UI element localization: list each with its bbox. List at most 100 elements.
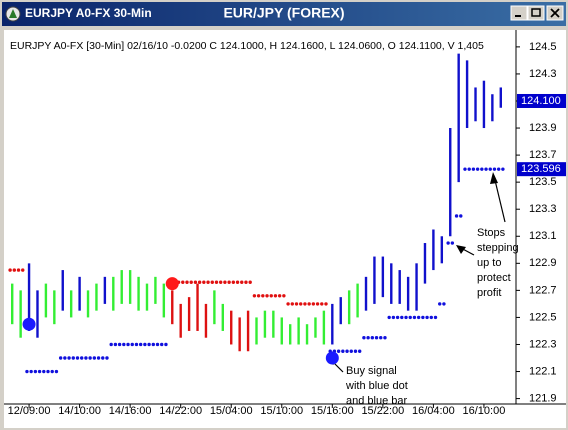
stop-dot xyxy=(294,302,299,306)
stop-dot xyxy=(282,294,286,298)
y-tick-label: 123.9 xyxy=(529,122,557,134)
stop-dot xyxy=(235,280,240,284)
stop-dot xyxy=(459,214,463,218)
stop-dot xyxy=(299,302,303,306)
maximize-icon xyxy=(531,8,541,17)
stop-dot xyxy=(484,167,488,171)
stops-arrowhead-2 xyxy=(456,245,466,254)
stop-dot xyxy=(290,302,295,306)
stop-dot xyxy=(408,315,412,320)
stops-arrow xyxy=(493,175,506,223)
stop-dot xyxy=(480,167,484,171)
y-tick-label: 122.9 xyxy=(529,257,557,269)
stop-dot xyxy=(450,241,455,245)
y-tick-label: 122.5 xyxy=(529,311,557,323)
stop-dot xyxy=(467,167,471,171)
stop-dot xyxy=(353,349,358,353)
stop-dot xyxy=(374,336,379,340)
stop-dot xyxy=(88,356,92,360)
plot-area xyxy=(4,30,516,404)
app-icon-glyph xyxy=(9,9,17,18)
y-tick-label: 122.7 xyxy=(529,284,557,296)
x-tick-label: 14/16:00 xyxy=(109,405,152,417)
stop-dot xyxy=(492,167,497,171)
stop-dot xyxy=(395,315,400,320)
stop-dot xyxy=(425,315,429,320)
chart-title: EUR/JPY (FOREX) xyxy=(223,5,344,21)
stop-dot xyxy=(8,268,12,272)
stop-dot xyxy=(240,280,244,284)
stop-dot xyxy=(383,336,387,340)
stop-dot xyxy=(25,369,29,374)
x-tick-label: 15/16:00 xyxy=(311,405,354,417)
stop-dot xyxy=(67,356,71,360)
stop-dot xyxy=(416,315,421,320)
stop-dot xyxy=(252,294,257,298)
stop-dot xyxy=(303,302,307,306)
stop-dot xyxy=(370,336,375,340)
signal-dot xyxy=(325,351,339,365)
stops-arrowhead xyxy=(490,172,498,184)
stop-dot xyxy=(446,241,450,245)
stop-dot xyxy=(463,167,467,171)
stop-dot xyxy=(113,342,118,347)
stop-dot xyxy=(109,342,113,347)
stops-annotation: up to xyxy=(477,257,501,269)
stop-dot xyxy=(58,356,63,360)
stop-dot xyxy=(501,167,505,171)
stop-dot xyxy=(256,294,261,298)
stop-dot xyxy=(324,302,328,306)
stop-dot xyxy=(117,342,122,347)
stop-dot xyxy=(101,356,105,360)
stop-dot xyxy=(261,294,265,298)
stop-dot xyxy=(433,315,438,320)
stop-dot xyxy=(488,167,492,171)
stop-dot xyxy=(421,315,425,320)
stop-dot xyxy=(404,315,408,320)
stop-dot xyxy=(164,342,168,347)
stop-dot xyxy=(311,302,316,306)
stop-dot xyxy=(21,268,25,272)
stop-dot xyxy=(54,369,59,374)
stop-dot xyxy=(366,336,370,340)
y-tick-label: 123.1 xyxy=(529,230,557,242)
stop-dot xyxy=(349,349,353,353)
stop-dot xyxy=(42,369,46,374)
price-axis-area xyxy=(516,30,566,404)
minimize-button[interactable] xyxy=(510,5,528,21)
y-tick-label: 124.3 xyxy=(529,68,557,80)
stop-dot xyxy=(134,342,139,347)
stops-annotation: protect xyxy=(477,272,511,284)
stop-dot xyxy=(12,268,17,272)
title-bar xyxy=(2,2,566,26)
stop-dot xyxy=(75,356,80,360)
stop-dot xyxy=(336,349,341,353)
stop-dot xyxy=(84,356,88,360)
y-tick-label: 123.3 xyxy=(529,203,557,215)
stop-dot xyxy=(122,342,126,347)
stop-dot xyxy=(80,356,84,360)
stop-dot xyxy=(357,349,362,353)
stop-dot xyxy=(387,315,391,320)
x-tick-label: 12/09:00 xyxy=(8,405,51,417)
stop-dot xyxy=(130,342,134,347)
buy-annotation: and blue bar xyxy=(346,395,407,407)
price-marker-label: 123.596 xyxy=(521,163,561,175)
y-tick-label: 122.1 xyxy=(529,365,557,377)
maximize-button[interactable] xyxy=(527,5,545,21)
stop-dot xyxy=(231,280,236,284)
stop-dot xyxy=(189,280,193,284)
stop-dot xyxy=(320,302,324,306)
stop-dot xyxy=(210,280,214,284)
stop-dot xyxy=(197,280,202,284)
window-buttons xyxy=(510,5,564,21)
stop-dot xyxy=(96,356,101,360)
signal-dot xyxy=(165,277,179,291)
stop-dot xyxy=(16,268,21,272)
stop-dot xyxy=(160,342,164,347)
stops-annotation: profit xyxy=(477,287,501,299)
x-tick-label: 15/22:00 xyxy=(361,405,404,417)
stop-dot xyxy=(438,302,442,306)
stop-dot xyxy=(362,336,366,340)
